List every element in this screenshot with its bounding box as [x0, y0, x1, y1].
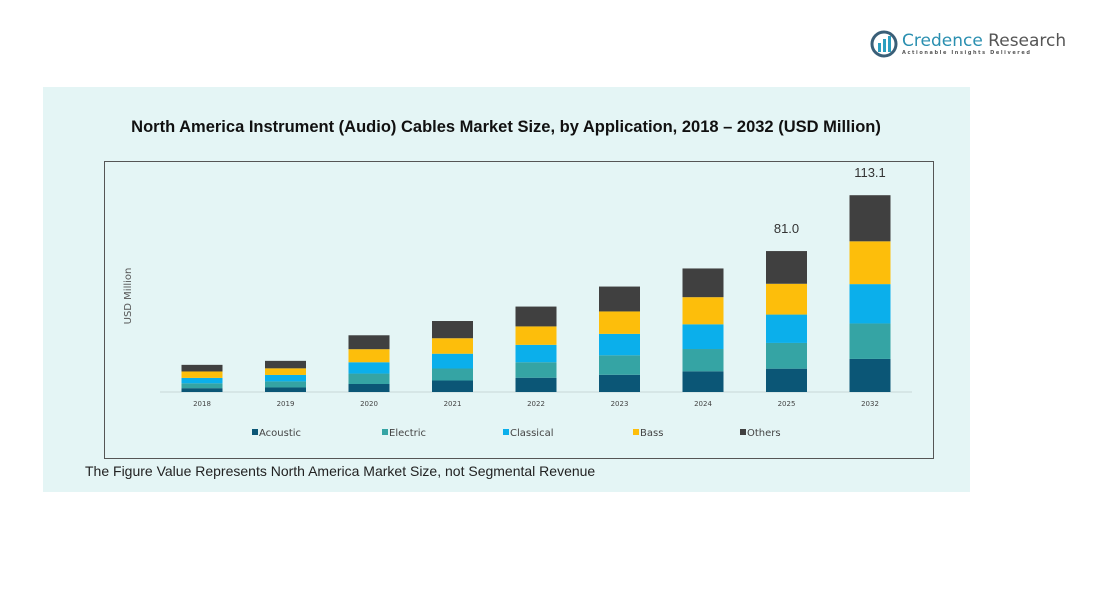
- bar-acoustic-2023: [599, 374, 640, 392]
- bar-classical-2024: [682, 324, 724, 350]
- bar-others-2032: [849, 195, 891, 242]
- bar-electric-2018: [181, 383, 223, 389]
- bar-others-2019: [265, 360, 306, 369]
- bar-classical-2021: [432, 353, 473, 369]
- x-tick-label-2022: 2022: [527, 400, 545, 408]
- logo-name: Credence: [902, 31, 983, 51]
- x-tick-label-2019: 2019: [277, 400, 295, 408]
- bar-electric-2020: [348, 373, 390, 384]
- data-label-2032: 113.1: [854, 165, 886, 180]
- x-tick-label-2025: 2025: [778, 400, 796, 408]
- bar-bass-2019: [265, 368, 306, 375]
- bar-classical-2032: [849, 284, 891, 324]
- x-tick-label-2024: 2024: [694, 400, 712, 408]
- bar-classical-2022: [515, 344, 557, 363]
- bar-electric-2022: [515, 362, 557, 378]
- chart-title: North America Instrument (Audio) Cables …: [131, 118, 881, 136]
- x-tick-label-2023: 2023: [611, 400, 629, 408]
- bar-bass-2020: [348, 349, 390, 363]
- logo-tagline: Actionable Insights Delivered: [902, 50, 1032, 56]
- bar-others-2025: [766, 251, 807, 284]
- bar-electric-2019: [265, 381, 306, 388]
- legend-label-others: Others: [747, 428, 781, 439]
- legend-swatch-others: [740, 429, 746, 435]
- x-tick-label-2021: 2021: [444, 400, 462, 408]
- legend-swatch-bass: [633, 429, 639, 435]
- bar-electric-2032: [849, 323, 891, 359]
- bar-classical-2023: [599, 333, 640, 356]
- logo-name-2: Research: [982, 31, 1067, 51]
- legend-swatch-acoustic: [252, 429, 258, 435]
- bar-classical-2019: [265, 374, 306, 382]
- logo: Credence Research Actionable Insights De…: [870, 30, 1066, 58]
- bar-bass-2024: [682, 297, 724, 325]
- bar-bass-2023: [599, 311, 640, 334]
- bar-acoustic-2021: [432, 380, 473, 392]
- bar-bass-2025: [766, 283, 807, 315]
- bar-electric-2021: [432, 368, 473, 381]
- bar-acoustic-2024: [682, 371, 724, 392]
- bar-bass-2018: [181, 371, 223, 378]
- bar-others-2022: [515, 306, 557, 327]
- legend-swatch-classical: [503, 429, 509, 435]
- legend-label-electric: Electric: [389, 428, 426, 439]
- legend-label-bass: Bass: [640, 428, 663, 439]
- x-tick-label-2020: 2020: [360, 400, 378, 408]
- bar-acoustic-2020: [348, 383, 390, 392]
- bar-acoustic-2019: [265, 387, 306, 392]
- bar-electric-2025: [766, 342, 807, 369]
- logo-icon: [870, 30, 898, 58]
- legend-label-classical: Classical: [510, 428, 554, 439]
- legend-swatch-electric: [382, 429, 388, 435]
- bar-others-2018: [181, 364, 223, 372]
- bar-bass-2022: [515, 326, 557, 345]
- bar-bass-2032: [849, 241, 891, 285]
- bar-electric-2023: [599, 355, 640, 375]
- bar-electric-2024: [682, 349, 724, 372]
- bar-others-2020: [348, 335, 390, 350]
- bar-bass-2021: [432, 338, 473, 354]
- x-tick-label-2018: 2018: [193, 400, 211, 408]
- bar-acoustic-2018: [181, 388, 223, 392]
- data-label-2025: 81.0: [774, 221, 799, 236]
- bar-others-2023: [599, 286, 640, 312]
- y-axis-label: USD Million: [123, 268, 134, 325]
- bar-others-2021: [432, 321, 473, 339]
- bar-classical-2018: [181, 377, 223, 384]
- bar-classical-2025: [766, 314, 807, 343]
- x-tick-label-2032: 2032: [861, 400, 879, 408]
- bar-others-2024: [682, 268, 724, 298]
- footnote: The Figure Value Represents North Americ…: [85, 463, 596, 479]
- bar-acoustic-2022: [515, 377, 557, 392]
- chart-panel: [43, 87, 970, 492]
- legend-label-acoustic: Acoustic: [259, 428, 301, 439]
- bar-acoustic-2025: [766, 368, 807, 392]
- plot-area: [104, 161, 934, 459]
- bar-classical-2020: [348, 362, 390, 374]
- bar-acoustic-2032: [849, 358, 891, 392]
